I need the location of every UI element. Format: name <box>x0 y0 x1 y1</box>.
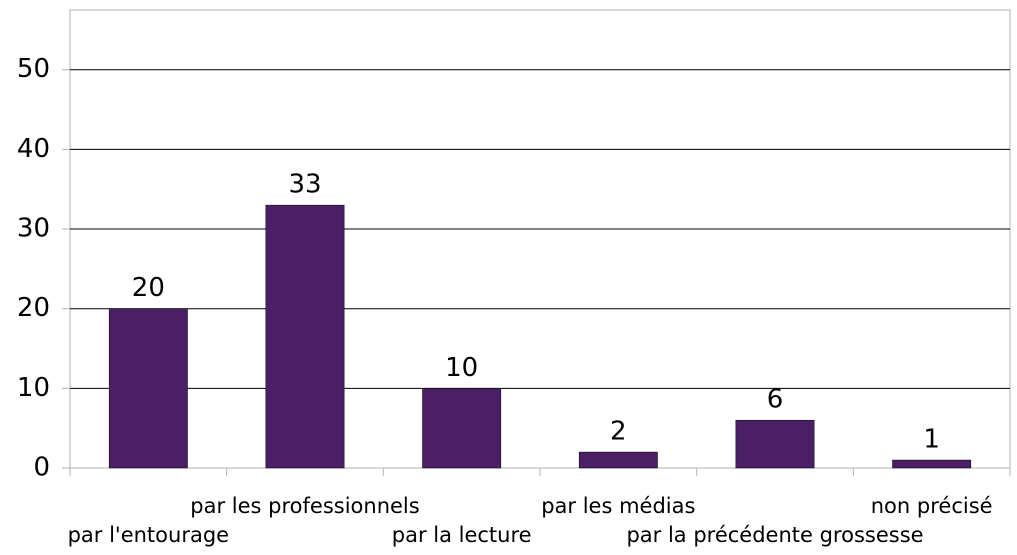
y-tick-label: 50 <box>17 54 50 84</box>
x-tick-label: par les médias <box>541 494 695 518</box>
data-label: 20 <box>132 273 165 303</box>
y-tick-label: 20 <box>17 293 50 323</box>
x-tick-label: par la précédente grossesse <box>626 523 923 547</box>
plot-frame <box>69 9 1011 469</box>
bar <box>422 388 502 469</box>
x-tick-label: non précisé <box>871 494 993 518</box>
bar <box>578 451 658 469</box>
x-tick-label: par l'entourage <box>68 523 230 547</box>
data-label: 1 <box>923 425 940 455</box>
y-tick-label: 30 <box>17 214 50 244</box>
y-tick-label: 40 <box>17 134 50 164</box>
data-label: 2 <box>610 417 627 447</box>
bar <box>735 419 815 469</box>
x-tick-label: par les professionnels <box>190 494 419 518</box>
y-tick-label: 10 <box>17 373 50 403</box>
bar <box>892 459 972 469</box>
bar <box>265 204 345 469</box>
data-label: 6 <box>767 385 784 415</box>
y-tick-label: 0 <box>33 453 50 483</box>
data-label: 10 <box>445 353 478 383</box>
x-tick-label: par la lecture <box>392 523 532 547</box>
bar <box>108 308 188 469</box>
data-label: 33 <box>288 170 321 200</box>
